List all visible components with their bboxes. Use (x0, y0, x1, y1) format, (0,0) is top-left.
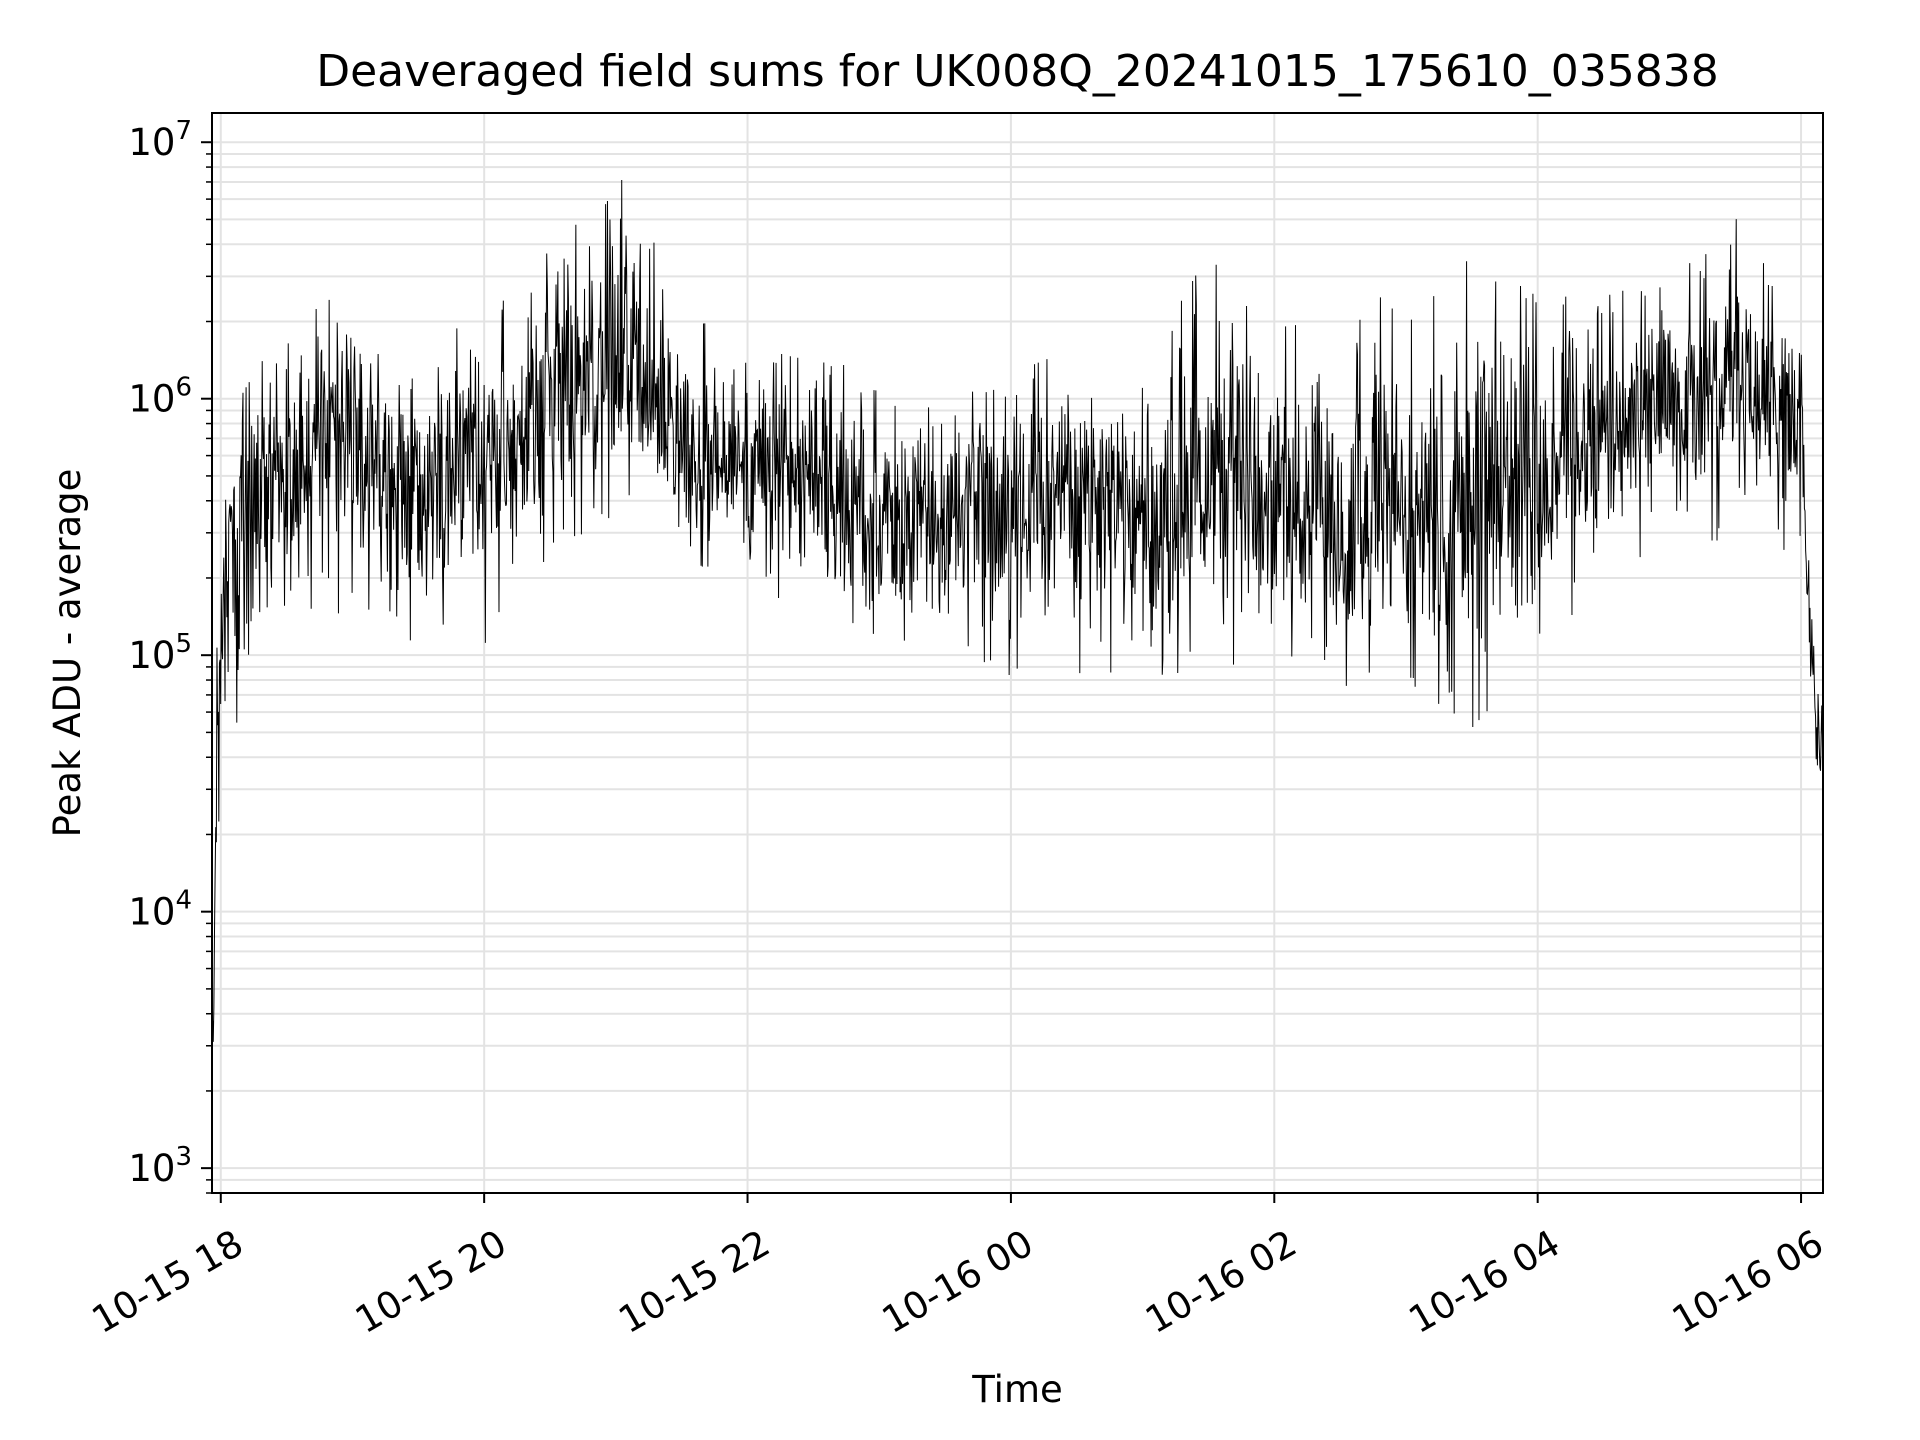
grid (212, 113, 1823, 1194)
y-tick-label: 106 (128, 373, 192, 421)
y-axis-label: Peak ADU - average (46, 469, 89, 838)
series-line (211, 180, 1824, 1098)
series-layer (211, 180, 1824, 1098)
plot-frame (211, 112, 1824, 1194)
x-axis-label: Time (971, 1368, 1063, 1411)
y-tick-label: 103 (128, 1142, 192, 1190)
y-tick-label: 104 (128, 886, 192, 934)
y-axis: 103 104 105 106 107 (128, 116, 212, 1194)
chart-title: Deaveraged field sums for UK008Q_2024101… (316, 46, 1719, 97)
y-tick-label: 105 (128, 629, 192, 677)
y-tick-label: 107 (128, 116, 192, 164)
